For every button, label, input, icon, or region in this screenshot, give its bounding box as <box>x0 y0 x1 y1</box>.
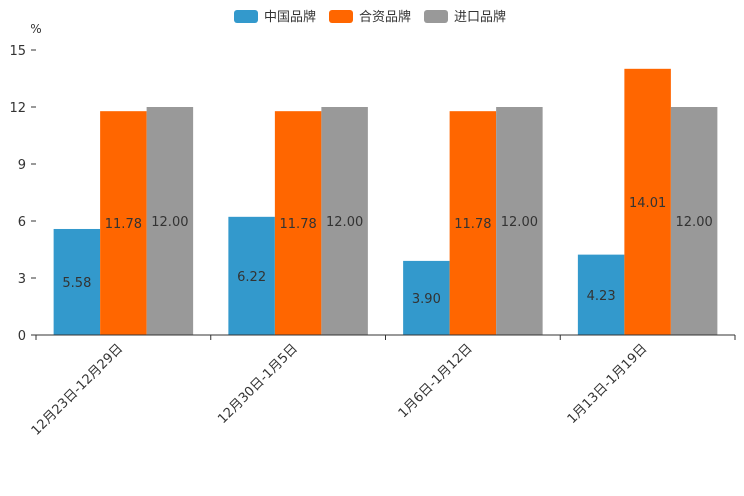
bar <box>624 68 671 335</box>
legend-label: 进口品牌 <box>454 9 506 25</box>
x-tick-label: 12月23日-12月29日 <box>29 341 126 438</box>
y-axis-unit: % <box>30 22 41 36</box>
bars: 5.58 6.22 3.90 4.23 11.78 11.78 11.78 14.01 12.0… <box>53 68 718 336</box>
data-label: 3.90 <box>412 292 441 307</box>
x-axis: 12月23日-12月29日 12月30日-1月5日 1月6日-1月12日 1月13日-… <box>29 334 736 439</box>
bar <box>670 107 718 335</box>
x-tick-label: 1月13日-1月19日 <box>565 341 651 427</box>
legend-label: 中国品牌 <box>264 9 316 25</box>
bar <box>577 254 625 335</box>
bar <box>228 216 275 335</box>
data-label: 4.23 <box>587 289 616 304</box>
legend-swatch <box>329 10 353 23</box>
data-label: 11.78 <box>280 217 317 232</box>
bar <box>403 260 450 335</box>
data-label: 12.00 <box>501 215 538 230</box>
y-tick-label: 6 <box>18 215 26 230</box>
bar <box>146 107 194 335</box>
data-label: 12.00 <box>326 215 363 230</box>
x-tick-label: 1月6日-1月12日 <box>396 341 476 421</box>
y-tick-label: 12 <box>9 101 26 116</box>
x-tick-label: 12月30日-1月5日 <box>215 341 301 427</box>
bar <box>100 111 147 336</box>
bar <box>274 111 322 336</box>
data-label: 11.78 <box>105 217 142 232</box>
data-label: 5.58 <box>62 276 91 291</box>
y-tick-label: 0 <box>18 329 26 344</box>
bar <box>496 107 543 335</box>
bar <box>321 107 368 335</box>
legend-label: 合资品牌 <box>359 9 411 25</box>
legend: 中国品牌 合资品牌 进口品牌 <box>234 9 506 25</box>
y-tick-label: 3 <box>18 272 26 287</box>
data-label: 6.22 <box>237 270 266 285</box>
data-label: 11.78 <box>454 217 491 232</box>
y-axis: 0 3 6 9 12 15 <box>9 44 36 344</box>
bar <box>53 228 101 335</box>
data-label: 12.00 <box>676 215 713 230</box>
bar <box>449 111 497 336</box>
legend-swatch <box>234 10 258 23</box>
data-label: 12.00 <box>151 215 188 230</box>
legend-swatch <box>424 10 448 23</box>
y-tick-label: 15 <box>9 44 26 59</box>
y-tick-label: 9 <box>18 158 26 173</box>
data-label: 14.01 <box>629 196 666 211</box>
